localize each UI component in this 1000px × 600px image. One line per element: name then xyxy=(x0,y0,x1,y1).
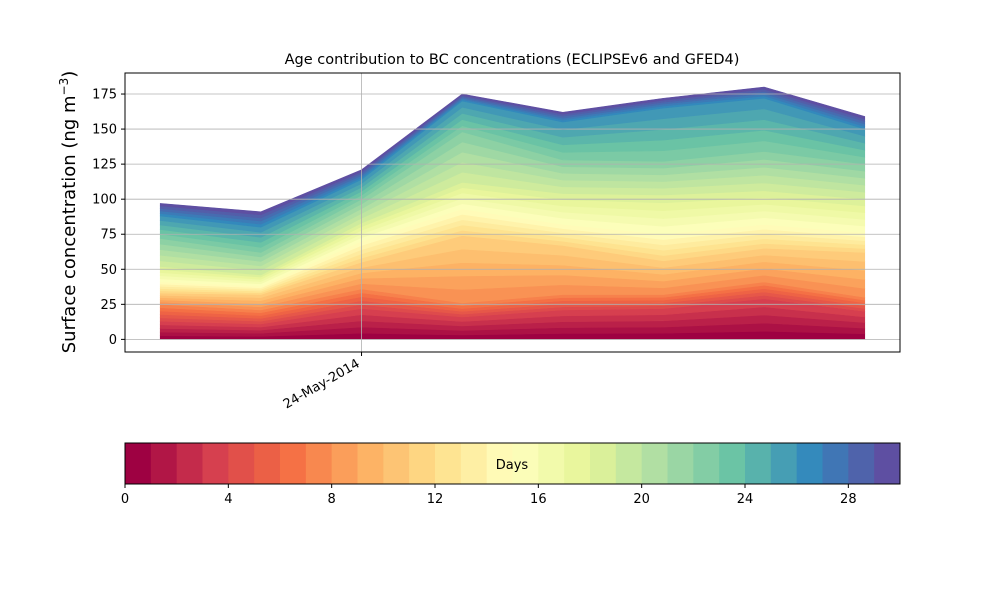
colorbar-bin xyxy=(486,443,513,484)
y-tick-label: 125 xyxy=(92,158,117,173)
colorbar-bin xyxy=(409,443,436,484)
y-tick-label: 0 xyxy=(109,333,117,348)
colorbar-bin xyxy=(693,443,720,484)
colorbar-label: Days xyxy=(496,458,529,473)
colorbar-tick-label: 28 xyxy=(840,492,857,507)
colorbar-bin xyxy=(435,443,462,484)
colorbar-bin xyxy=(719,443,746,484)
x-axis: 24-May-2014 xyxy=(281,352,363,412)
colorbar-bin xyxy=(848,443,875,484)
colorbar-bin xyxy=(150,443,178,484)
y-axis-label-close: ) xyxy=(59,71,80,78)
colorbar: Days 0 4 8 12 16 20 24 28 xyxy=(121,442,901,507)
colorbar-bin xyxy=(331,443,358,484)
y-tick-label: 100 xyxy=(92,193,117,208)
colorbar-bins xyxy=(125,443,901,484)
colorbar-bin xyxy=(228,443,255,484)
colorbar-bin xyxy=(202,443,229,484)
x-tick-label: 24-May-2014 xyxy=(281,356,363,412)
colorbar-tick-label: 24 xyxy=(737,492,754,507)
colorbar-bin xyxy=(641,443,668,484)
y-tick-label: 175 xyxy=(92,88,117,103)
colorbar-bin xyxy=(512,443,539,484)
colorbar-bin xyxy=(770,443,798,484)
colorbar-bin xyxy=(590,443,617,484)
colorbar-tick-label: 12 xyxy=(427,492,444,507)
colorbar-bin xyxy=(176,443,203,484)
y-axis-label: Surface concentration (ng m−3) xyxy=(57,71,80,354)
colorbar-bin xyxy=(305,443,333,484)
colorbar-bin xyxy=(745,443,772,484)
plot-area xyxy=(124,72,901,353)
plot-frame xyxy=(124,72,901,353)
colorbar-bin xyxy=(460,443,488,484)
y-axis-label-exponent: −3 xyxy=(57,78,71,96)
colorbar-bin xyxy=(615,443,643,484)
colorbar-tick-label: 20 xyxy=(633,492,650,507)
colorbar-tick-label: 4 xyxy=(224,492,232,507)
y-axis: 0 25 50 75 100 125 150 175 xyxy=(92,88,125,348)
y-tick-label: 50 xyxy=(100,263,117,278)
colorbar-bin xyxy=(254,443,281,484)
colorbar-bin xyxy=(822,443,849,484)
y-tick-label: 25 xyxy=(100,298,117,313)
y-tick-label: 75 xyxy=(100,228,117,243)
colorbar-bin xyxy=(280,443,307,484)
colorbar-bin xyxy=(796,443,823,484)
grid-lines xyxy=(125,73,900,352)
colorbar-bin xyxy=(874,443,901,484)
area-band xyxy=(159,86,866,216)
colorbar-bin xyxy=(564,443,591,484)
colorbar-bin xyxy=(383,443,410,484)
y-tick-label: 150 xyxy=(92,123,117,138)
colorbar-bin xyxy=(667,443,694,484)
colorbar-bin xyxy=(357,443,384,484)
area-bands xyxy=(159,86,866,340)
colorbar-tick-label: 8 xyxy=(328,492,336,507)
colorbar-ticks: 0 4 8 12 16 20 24 28 xyxy=(121,484,857,507)
colorbar-tick-label: 16 xyxy=(530,492,547,507)
y-axis-label-main: Surface concentration (ng m xyxy=(59,95,80,353)
colorbar-bin xyxy=(538,443,565,484)
colorbar-frame xyxy=(124,442,901,485)
colorbar-tick-label: 0 xyxy=(121,492,129,507)
colorbar-bin xyxy=(125,443,152,484)
chart-title: Age contribution to BC concentrations (E… xyxy=(285,52,740,68)
